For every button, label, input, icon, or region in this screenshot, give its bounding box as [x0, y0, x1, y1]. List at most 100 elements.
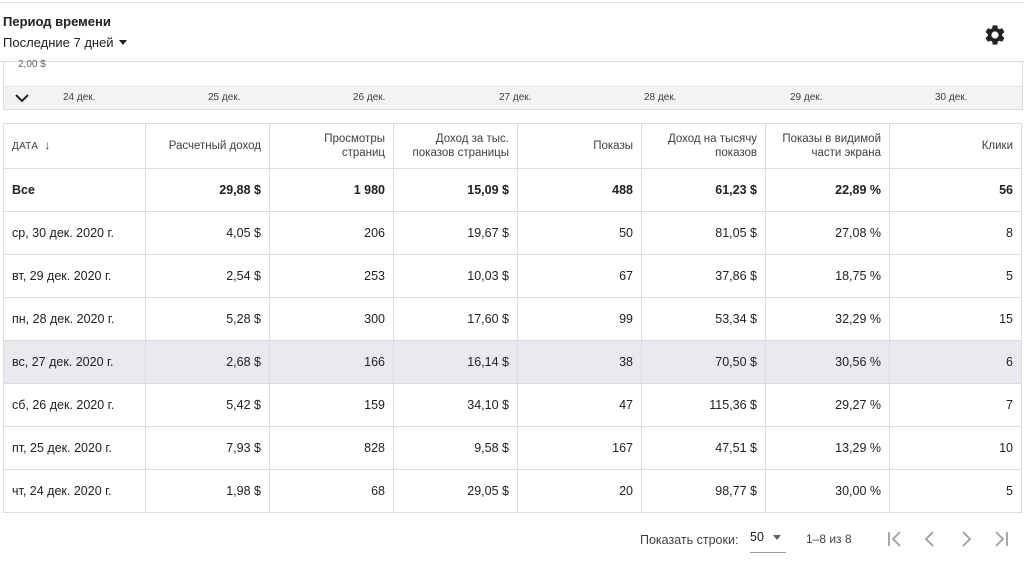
table-row: пт, 25 дек. 2020 г. 7,93 $828 9,58 $167 47,… — [3, 426, 1022, 470]
column-header-page-rpm[interactable]: Доход за тыс. показов страницы — [393, 123, 518, 169]
table-cell: пн, 28 дек. 2020 г. — [3, 297, 146, 341]
table-cell: 20 — [517, 469, 642, 513]
dropdown-arrow-icon — [772, 534, 781, 540]
table-cell: 56 — [889, 168, 1022, 212]
table-cell: 5,42 $ — [145, 383, 270, 427]
column-header-date[interactable]: ДАТА ↓ — [3, 123, 146, 169]
table-cell: 115,36 $ — [641, 383, 766, 427]
table-cell: 53,34 $ — [641, 297, 766, 341]
table-cell: 29,88 $ — [145, 168, 270, 212]
table-row: пн, 28 дек. 2020 г. 5,28 $300 17,60 $99 53,… — [3, 297, 1022, 341]
rows-per-page-value: 50 — [750, 530, 764, 544]
table-cell: 29,27 % — [765, 383, 890, 427]
table-cell: 4,05 $ — [145, 211, 270, 255]
previous-page-icon[interactable] — [919, 528, 941, 550]
table-row: вс, 27 дек. 2020 г. 2,68 $166 16,14 $38 70,… — [3, 340, 1022, 384]
table-cell: вт, 29 дек. 2020 г. — [3, 254, 146, 298]
table-cell: 29,05 $ — [393, 469, 518, 513]
table-row: чт, 24 дек. 2020 г. 1,98 $68 29,05 $20 98,7… — [3, 469, 1022, 513]
timeline-date: 25 дек. — [208, 92, 241, 103]
table-cell: 22,89 % — [765, 168, 890, 212]
timeline-date: 30 дек. — [935, 92, 968, 103]
rows-per-page-select[interactable]: 50 — [750, 530, 781, 544]
table-cell: 1 980 — [269, 168, 394, 212]
timeline-date: 29 дек. — [790, 92, 823, 103]
timeline-date: 27 дек. — [499, 92, 532, 103]
column-header-active-view-viewable[interactable]: Показы в видимой части экрана — [765, 123, 890, 169]
page-range: 1–8 из 8 — [806, 532, 852, 546]
table-cell: 7,93 $ — [145, 426, 270, 470]
table-cell: чт, 24 дек. 2020 г. — [3, 469, 146, 513]
table-header-row: ДАТА ↓ Расчетный доход Просмотры страниц … — [3, 123, 1022, 169]
rows-per-page-label: Показать строки: — [640, 533, 739, 547]
table-cell: 5 — [889, 254, 1022, 298]
table-cell: 30,56 % — [765, 340, 890, 384]
table-cell: 2,68 $ — [145, 340, 270, 384]
table-cell: 19,67 $ — [393, 211, 518, 255]
table-cell: 27,08 % — [765, 211, 890, 255]
report-table: ДАТА ↓ Расчетный доход Просмотры страниц … — [3, 123, 1022, 513]
sort-arrow-icon: ↓ — [44, 138, 51, 152]
table-cell: вс, 27 дек. 2020 г. — [3, 340, 146, 384]
table-cell: 10,03 $ — [393, 254, 518, 298]
top-divider — [0, 2, 1024, 3]
timeline-bar: 24 дек. 25 дек. 26 дек. 27 дек. 28 дек. … — [4, 86, 1022, 109]
period-title: Период времени — [3, 14, 111, 29]
table-cell: сб, 26 дек. 2020 г. — [3, 383, 146, 427]
table-cell: 159 — [269, 383, 394, 427]
table-cell: 47 — [517, 383, 642, 427]
table-cell: 15,09 $ — [393, 168, 518, 212]
table-cell: 81,05 $ — [641, 211, 766, 255]
table-cell: 18,75 % — [765, 254, 890, 298]
table-cell: 5 — [889, 469, 1022, 513]
table-cell: 50 — [517, 211, 642, 255]
table-cell: 5,28 $ — [145, 297, 270, 341]
select-underline — [750, 552, 786, 553]
table-cell: 99 — [517, 297, 642, 341]
table-cell: 37,86 $ — [641, 254, 766, 298]
period-dropdown[interactable]: Последние 7 дней — [3, 35, 127, 50]
table-cell: 32,29 % — [765, 297, 890, 341]
table-cell: 9,58 $ — [393, 426, 518, 470]
table-row: ср, 30 дек. 2020 г. 4,05 $206 19,67 $50 81,… — [3, 211, 1022, 255]
table-cell: 68 — [269, 469, 394, 513]
table-cell: 98,77 $ — [641, 469, 766, 513]
timeline-date: 26 дек. — [353, 92, 386, 103]
table-cell: 828 — [269, 426, 394, 470]
table-cell: 7 — [889, 383, 1022, 427]
table-cell: ср, 30 дек. 2020 г. — [3, 211, 146, 255]
table-cell: 13,29 % — [765, 426, 890, 470]
table-cell: 166 — [269, 340, 394, 384]
table-cell: 8 — [889, 211, 1022, 255]
table-total-row: Все 29,88 $1 980 15,09 $488 61,23 $22,89 % 5… — [3, 168, 1022, 212]
table-cell: 167 — [517, 426, 642, 470]
gear-icon[interactable] — [983, 23, 1007, 47]
table-cell: 38 — [517, 340, 642, 384]
chart-area: 2,00 $ 24 дек. 25 дек. 26 дек. 27 дек. 2… — [3, 59, 1023, 110]
next-page-icon[interactable] — [955, 528, 977, 550]
timeline-date: 24 дек. — [63, 92, 96, 103]
chevron-down-icon[interactable] — [14, 90, 30, 106]
table-cell: 10 — [889, 426, 1022, 470]
table-row: вт, 29 дек. 2020 г. 2,54 $253 10,03 $67 37,… — [3, 254, 1022, 298]
table-cell: 488 — [517, 168, 642, 212]
column-header-impressions[interactable]: Показы — [517, 123, 642, 169]
table-cell: 34,10 $ — [393, 383, 518, 427]
column-header-clicks[interactable]: Клики — [889, 123, 1022, 169]
column-header-impression-rpm[interactable]: Доход на тысячу показов — [641, 123, 766, 169]
table-cell: 2,54 $ — [145, 254, 270, 298]
table-cell: 6 — [889, 340, 1022, 384]
table-cell: 17,60 $ — [393, 297, 518, 341]
table-cell: 67 — [517, 254, 642, 298]
table-row: сб, 26 дек. 2020 г. 5,42 $159 34,10 $47 115… — [3, 383, 1022, 427]
first-page-icon[interactable] — [884, 528, 906, 550]
column-header-page-views[interactable]: Просмотры страниц — [269, 123, 394, 169]
last-page-icon[interactable] — [990, 528, 1012, 550]
y-axis-label: 2,00 $ — [18, 59, 46, 70]
table-cell: 253 — [269, 254, 394, 298]
timeline-date: 28 дек. — [644, 92, 677, 103]
column-header-estimated-revenue[interactable]: Расчетный доход — [145, 123, 270, 169]
table-cell: 206 — [269, 211, 394, 255]
table-cell: Все — [3, 168, 146, 212]
table-cell: 1,98 $ — [145, 469, 270, 513]
